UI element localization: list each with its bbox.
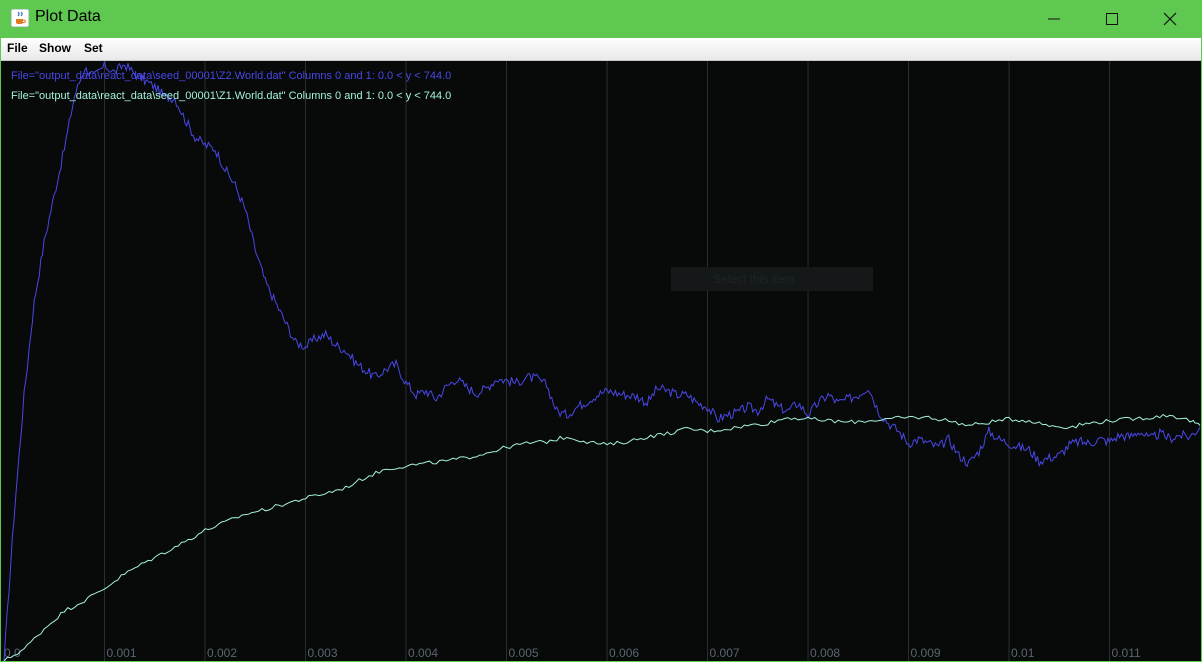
- line-chart: 0.0 0.001 0.002 0.003 0.004 0.005 0.006 0.007 0.…: [3, 61, 1201, 661]
- series-z1-line: [3, 413, 1201, 661]
- x-tick-label: 0.001: [107, 646, 137, 660]
- menu-file[interactable]: File: [7, 41, 28, 55]
- series-z2-line: [3, 61, 1201, 661]
- menu-bar: File Show Set: [1, 38, 1201, 61]
- tooltip: Select this item: [671, 267, 873, 291]
- title-bar[interactable]: Plot Data: [0, 0, 1202, 38]
- window-title: Plot Data: [35, 8, 101, 25]
- close-button[interactable]: [1142, 0, 1200, 38]
- tooltip-text: Select this item: [713, 272, 795, 286]
- x-tick-label: 0.006: [609, 646, 639, 660]
- x-tick-label: 0.004: [408, 646, 438, 660]
- x-tick-label: 0.0: [4, 646, 21, 660]
- x-tick-label: 0.008: [810, 646, 840, 660]
- x-tick-label: 0.005: [509, 646, 539, 660]
- maximize-icon: [1106, 13, 1118, 25]
- x-tick-label: 0.011: [1112, 646, 1141, 660]
- legend-entry-z2: File="output_data\react_data\seed_00001\…: [11, 70, 452, 82]
- close-icon: [1163, 12, 1177, 26]
- java-coffee-cup-icon: [11, 9, 29, 27]
- menu-show[interactable]: Show: [39, 41, 71, 55]
- plot-area[interactable]: 0.0 0.001 0.002 0.003 0.004 0.005 0.006 0.007 0.…: [1, 61, 1201, 661]
- x-tick-label: 0.002: [207, 646, 237, 660]
- x-tick-label: 0.003: [308, 646, 338, 660]
- x-tick-label: 0.009: [911, 646, 941, 660]
- minimize-icon: [1048, 18, 1060, 20]
- legend-entry-z1: File="output_data\react_data\seed_00001\…: [11, 90, 452, 102]
- menu-set[interactable]: Set: [84, 41, 103, 55]
- maximize-button[interactable]: [1084, 0, 1142, 38]
- x-tick-label: 0.01: [1011, 646, 1035, 660]
- x-tick-label: 0.007: [710, 646, 740, 660]
- minimize-button[interactable]: [1026, 0, 1084, 38]
